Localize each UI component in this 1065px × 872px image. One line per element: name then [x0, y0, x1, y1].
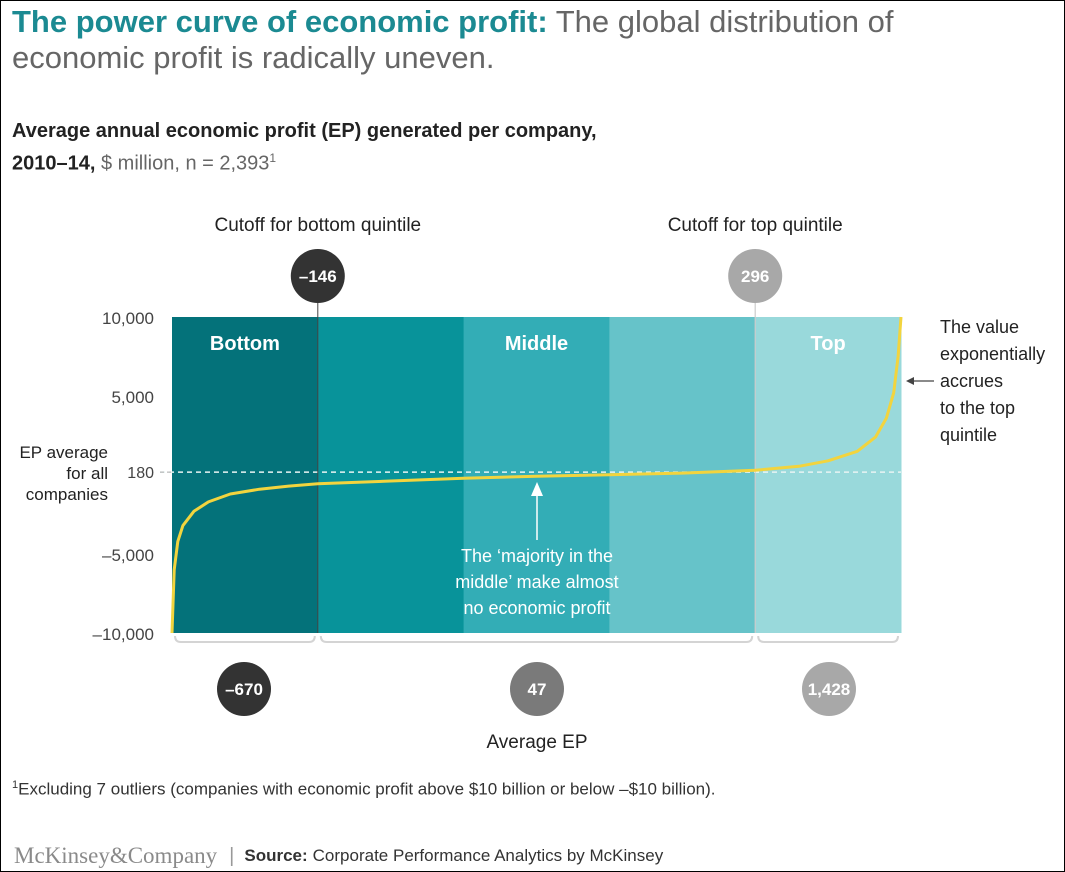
middle-annotation-line: no economic profit [463, 598, 610, 618]
y-tick-label: –10,000 [93, 625, 154, 644]
quintile-label-middle: Middle [505, 333, 568, 355]
cutoff-circle [728, 249, 783, 303]
average-ep-label: Average EP [486, 732, 587, 753]
subtitle-unit: $ million, n = 2,393 [95, 152, 270, 175]
quintile-label-top: Top [811, 333, 846, 355]
top-annotation-line: exponentially [940, 344, 1045, 364]
average-value-label: 180 [127, 465, 154, 482]
average-caption-line: EP average [19, 443, 108, 462]
footer: McKinsey&Company | Source: Corporate Per… [14, 843, 663, 869]
footer-separator: | [229, 844, 235, 867]
cutoff-circle [290, 249, 345, 303]
middle-annotation-line: middle’ make almost [455, 572, 618, 592]
y-tick-label: 5,000 [111, 388, 154, 407]
chart-title: The power curve of economic profit: The … [12, 4, 1012, 76]
cutoff-value: 296 [741, 267, 769, 286]
source-text: Corporate Performance Analytics by McKin… [312, 846, 664, 865]
footnote-mark: 1 [12, 779, 19, 791]
average-ep-circle [217, 662, 271, 716]
power-curve-line [170, 316, 903, 634]
top-annotation-line: The value [940, 317, 1019, 337]
average-ep-circle [510, 662, 564, 716]
title-highlight: The power curve of economic profit: [12, 4, 548, 39]
average-ep-circle [802, 662, 856, 716]
average-ep-value: –670 [225, 680, 263, 699]
average-ep-value: 47 [528, 680, 547, 699]
title-rest: The global distribution of economic prof… [12, 4, 894, 75]
quintile-band-bottom [172, 317, 319, 633]
average-bracket [174, 635, 316, 643]
chart-subtitle: Average annual economic profit (EP) gene… [12, 118, 612, 178]
cutoff-label: Cutoff for bottom quintile [214, 215, 421, 236]
average-caption-line: for all [66, 464, 108, 483]
top-arrow-head [906, 377, 914, 385]
quintile-band-q2 [317, 317, 465, 633]
subtitle-bold: Average annual economic profit (EP) gene… [12, 120, 597, 175]
quintile-band-top [755, 317, 902, 633]
average-caption-line: companies [26, 485, 108, 504]
cutoff-label: Cutoff for top quintile [668, 215, 843, 236]
y-tick-label: 10,000 [102, 309, 154, 328]
subtitle-footnote-mark: 1 [269, 151, 277, 165]
footnote: 1Excluding 7 outliers (companies with ec… [12, 779, 716, 800]
cutoff-value: –146 [299, 267, 337, 286]
top-annotation-line: accrues [940, 371, 1003, 391]
top-annotation-line: to the top [940, 398, 1015, 418]
footnote-text: Excluding 7 outliers (companies with eco… [18, 779, 716, 799]
middle-arrow-head [531, 482, 543, 496]
average-bracket [757, 635, 899, 643]
quintile-label-bottom: Bottom [210, 333, 280, 355]
y-tick-label: –5,000 [102, 546, 154, 565]
average-bracket [319, 635, 754, 643]
top-annotation-line: quintile [940, 425, 997, 445]
middle-annotation-line: The ‘majority in the [461, 546, 613, 566]
average-ep-value: 1,428 [808, 680, 851, 699]
mckinsey-logo: McKinsey&Company [14, 843, 218, 868]
source-label: Source: [244, 846, 308, 865]
